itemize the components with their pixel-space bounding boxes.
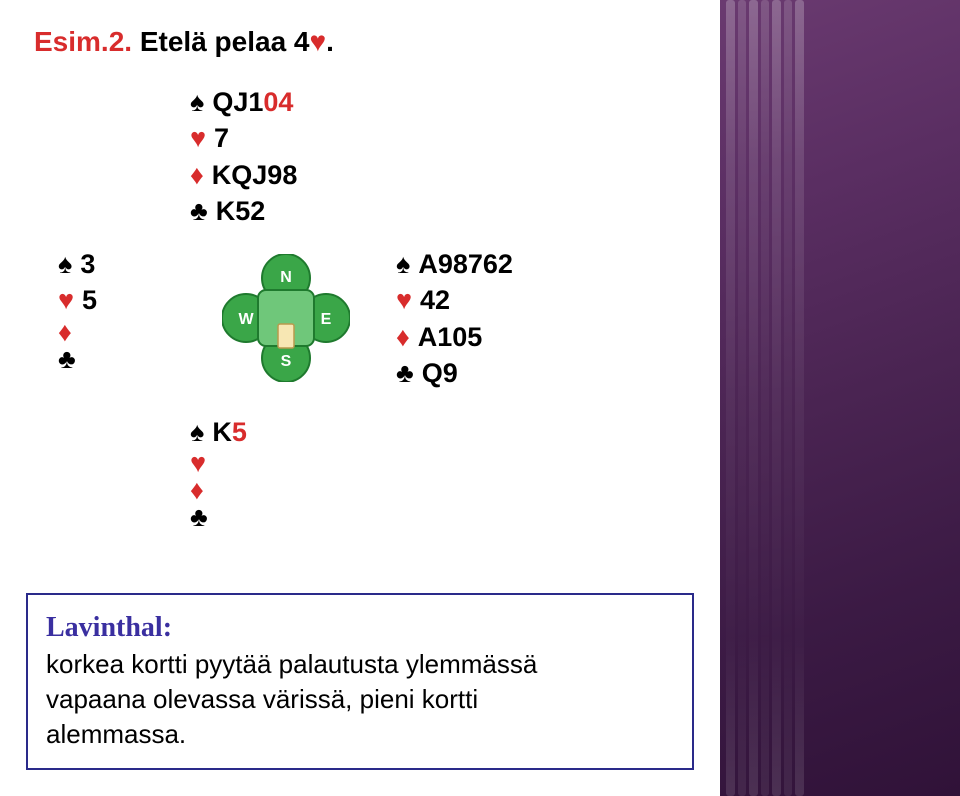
east-spade-cards: A98762	[418, 246, 513, 282]
note-line-2: vapaana olevassa värissä, pieni kortti	[46, 682, 674, 717]
decorative-side-panel	[720, 0, 960, 796]
slide-title: Esim.2. Etelä pelaa 4♥.	[34, 26, 686, 58]
heart-icon: ♥	[190, 125, 206, 152]
west-clubs: ♣	[58, 346, 97, 373]
heart-icon: ♥	[396, 287, 412, 314]
stripe	[772, 0, 781, 796]
heart-icon: ♥	[190, 450, 206, 477]
east-diamonds: ♦ A105	[396, 319, 513, 355]
diamond-icon: ♦	[58, 319, 72, 346]
east-club-cards: Q9	[422, 355, 458, 391]
note-line-1: korkea kortti pyytää palautusta ylemmäss…	[46, 647, 674, 682]
north-spades: ♠ QJ104	[190, 84, 297, 120]
club-icon: ♣	[396, 360, 414, 387]
bridge-board: ♠ QJ104 ♥ 7 ♦ KQJ98 ♣ K52 ♠ 3 ♥	[34, 84, 674, 624]
compass-e-label: E	[321, 311, 332, 328]
heart-icon: ♥	[58, 287, 74, 314]
east-clubs: ♣ Q9	[396, 355, 513, 391]
title-dot: .	[326, 26, 334, 57]
note-box: Lavinthal: korkea kortti pyytää palautus…	[26, 593, 694, 770]
compass-w-label: W	[238, 311, 254, 328]
spade-icon: ♠	[396, 251, 410, 278]
slide-content: Esim.2. Etelä pelaa 4♥. ♠ QJ104 ♥ 7 ♦ KQ…	[0, 0, 720, 796]
south-clubs: ♣	[190, 504, 247, 531]
note-line-3: alemmassa.	[46, 717, 674, 752]
stripe	[795, 0, 804, 796]
west-diamonds: ♦	[58, 319, 97, 346]
stripe	[761, 0, 770, 796]
hand-north: ♠ QJ104 ♥ 7 ♦ KQJ98 ♣ K52	[190, 84, 297, 230]
east-heart-cards: 42	[420, 282, 450, 318]
south-spades: ♠ K5	[190, 414, 247, 450]
east-diamond-cards: A105	[418, 319, 483, 355]
north-diamond-cards: KQJ98	[212, 157, 298, 193]
heart-icon: ♥	[310, 26, 327, 57]
spade-icon: ♠	[190, 419, 204, 446]
west-hearts: ♥ 5	[58, 282, 97, 318]
compass-icon: N E S W	[222, 254, 350, 382]
west-spades: ♠ 3	[58, 246, 97, 282]
hand-south: ♠ K5 ♥ ♦ ♣	[190, 414, 247, 531]
north-club-cards: K52	[216, 193, 266, 229]
spade-icon: ♠	[190, 89, 204, 116]
south-spade-cards: K5	[212, 414, 247, 450]
diamond-icon: ♦	[396, 324, 410, 351]
stripe	[784, 0, 793, 796]
note-title: Lavinthal:	[46, 612, 172, 643]
club-icon: ♣	[58, 346, 76, 373]
north-diamonds: ♦ KQJ98	[190, 157, 297, 193]
title-prefix: Esim.2.	[34, 26, 132, 57]
north-clubs: ♣ K52	[190, 193, 297, 229]
diamond-icon: ♦	[190, 162, 204, 189]
compass-n-label: N	[280, 269, 292, 286]
spade-icon: ♠	[58, 251, 72, 278]
south-diamonds: ♦	[190, 477, 247, 504]
hand-west: ♠ 3 ♥ 5 ♦ ♣	[58, 246, 97, 373]
stripe	[738, 0, 747, 796]
west-heart-cards: 5	[82, 282, 97, 318]
side-stripes	[726, 0, 804, 796]
north-hearts: ♥ 7	[190, 120, 297, 156]
north-spade-cards: QJ104	[212, 84, 293, 120]
south-hearts: ♥	[190, 450, 247, 477]
club-icon: ♣	[190, 504, 208, 531]
compass-s-label: S	[281, 353, 292, 370]
east-spades: ♠ A98762	[396, 246, 513, 282]
stripe	[726, 0, 735, 796]
club-icon: ♣	[190, 198, 208, 225]
east-hearts: ♥ 42	[396, 282, 513, 318]
title-rest: Etelä pelaa 4	[132, 26, 309, 57]
north-heart-cards: 7	[214, 120, 229, 156]
stripe	[749, 0, 758, 796]
west-spade-cards: 3	[80, 246, 95, 282]
hand-east: ♠ A98762 ♥ 42 ♦ A105 ♣ Q9	[396, 246, 513, 392]
diamond-icon: ♦	[190, 477, 204, 504]
